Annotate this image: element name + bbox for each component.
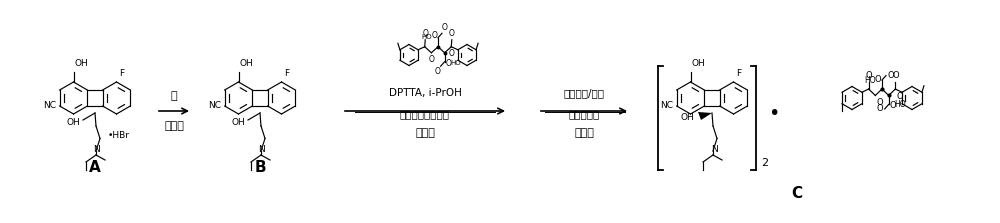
Text: •HBr: •HBr <box>108 130 130 140</box>
Text: •: • <box>768 103 780 122</box>
Text: OH: OH <box>231 118 245 126</box>
Text: OH: OH <box>66 118 80 126</box>
Polygon shape <box>698 112 712 120</box>
Text: 碱: 碱 <box>171 91 177 101</box>
Text: 乙酸乙酯/乙醇: 乙酸乙酯/乙醇 <box>564 88 604 98</box>
Text: O: O <box>888 71 894 80</box>
Text: O: O <box>896 92 903 101</box>
Text: O: O <box>442 23 448 32</box>
Text: O: O <box>435 67 441 76</box>
Text: NC: NC <box>660 101 673 109</box>
Text: F: F <box>285 69 290 78</box>
Text: O: O <box>422 29 428 38</box>
Text: B: B <box>254 159 266 175</box>
Text: DPTTA, i-PrOH: DPTTA, i-PrOH <box>389 88 461 98</box>
Text: OH: OH <box>74 60 88 68</box>
Text: O: O <box>446 59 452 68</box>
Text: HO: HO <box>421 34 432 40</box>
Text: A: A <box>89 159 101 175</box>
Text: OH: OH <box>680 112 694 122</box>
Text: O: O <box>431 31 437 40</box>
Text: NC: NC <box>43 101 56 109</box>
Text: 步骤二: 步骤二 <box>415 128 435 138</box>
Text: HO: HO <box>895 100 906 109</box>
Text: N: N <box>94 145 100 153</box>
Text: NC: NC <box>208 101 221 109</box>
Text: OH: OH <box>692 60 705 68</box>
Text: O: O <box>890 101 896 110</box>
Text: F: F <box>120 69 125 78</box>
Text: O: O <box>877 104 883 114</box>
Text: O: O <box>865 71 872 80</box>
Text: N: N <box>711 145 717 153</box>
Text: 温度，时间，晶种: 温度，时间，晶种 <box>400 109 450 119</box>
Text: 温度，时间: 温度，时间 <box>568 109 600 119</box>
Text: O: O <box>892 71 899 80</box>
Text: O: O <box>874 74 881 84</box>
Text: O: O <box>876 98 883 107</box>
Text: 2: 2 <box>761 158 768 168</box>
Text: 步骤三: 步骤三 <box>574 128 594 138</box>
Text: F: F <box>736 69 742 78</box>
Text: HO: HO <box>451 60 461 66</box>
Text: N: N <box>259 145 265 153</box>
Text: O: O <box>449 29 455 38</box>
Text: O: O <box>448 49 454 58</box>
Text: C: C <box>791 186 803 200</box>
Text: O: O <box>428 55 434 64</box>
Text: OH: OH <box>240 60 253 68</box>
Text: HO: HO <box>864 76 876 85</box>
Text: 步骤一: 步骤一 <box>164 121 184 131</box>
